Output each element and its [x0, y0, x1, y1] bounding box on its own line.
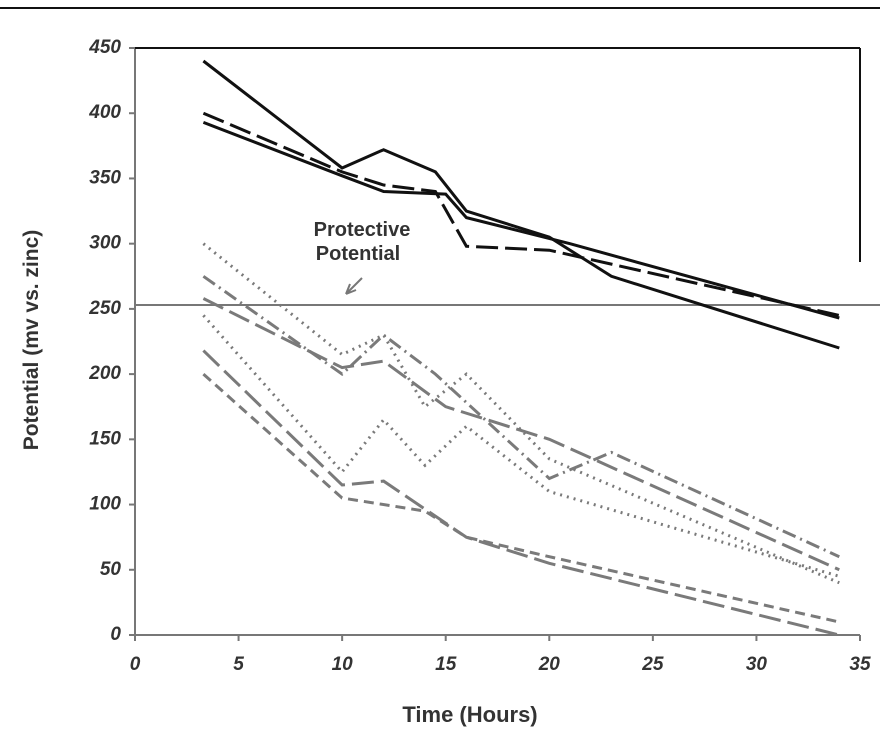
y-tick-label: 50 [100, 559, 122, 580]
series-line [202, 314, 840, 578]
x-tick-label: 25 [641, 654, 664, 675]
y-axis-label: Potential (mv vs. zinc) [20, 230, 43, 451]
x-tick-label: 20 [538, 654, 561, 675]
y-tick-label: 450 [88, 37, 121, 58]
x-tick-label: 15 [435, 654, 457, 675]
y-tick-label: 0 [110, 624, 121, 645]
series-line [202, 111, 840, 317]
series-line [202, 372, 840, 624]
annotation: Potential [316, 243, 400, 265]
annotation: Protective [314, 219, 411, 241]
y-tick-label: 250 [88, 298, 121, 319]
y-tick-label: 100 [89, 494, 121, 515]
x-tick-label: 10 [332, 654, 354, 675]
x-tick-label: 0 [130, 654, 141, 675]
x-tick-label: 30 [746, 654, 768, 675]
x-tick-label: 5 [233, 654, 244, 675]
series-line [202, 275, 840, 559]
y-tick-label: 200 [88, 363, 121, 384]
y-tick-label: 350 [89, 167, 121, 188]
y-tick-label: 300 [89, 233, 121, 254]
series-line [202, 242, 840, 585]
y-tick-label: 400 [88, 102, 121, 123]
x-tick-label: 35 [849, 654, 871, 675]
series-line [202, 349, 840, 637]
y-tick-label: 150 [89, 428, 121, 449]
annotation-arrow [345, 277, 363, 295]
series-line [202, 121, 840, 320]
series-line [202, 59, 840, 350]
x-axis-label: Time (Hours) [402, 702, 537, 727]
series-line [202, 297, 840, 572]
